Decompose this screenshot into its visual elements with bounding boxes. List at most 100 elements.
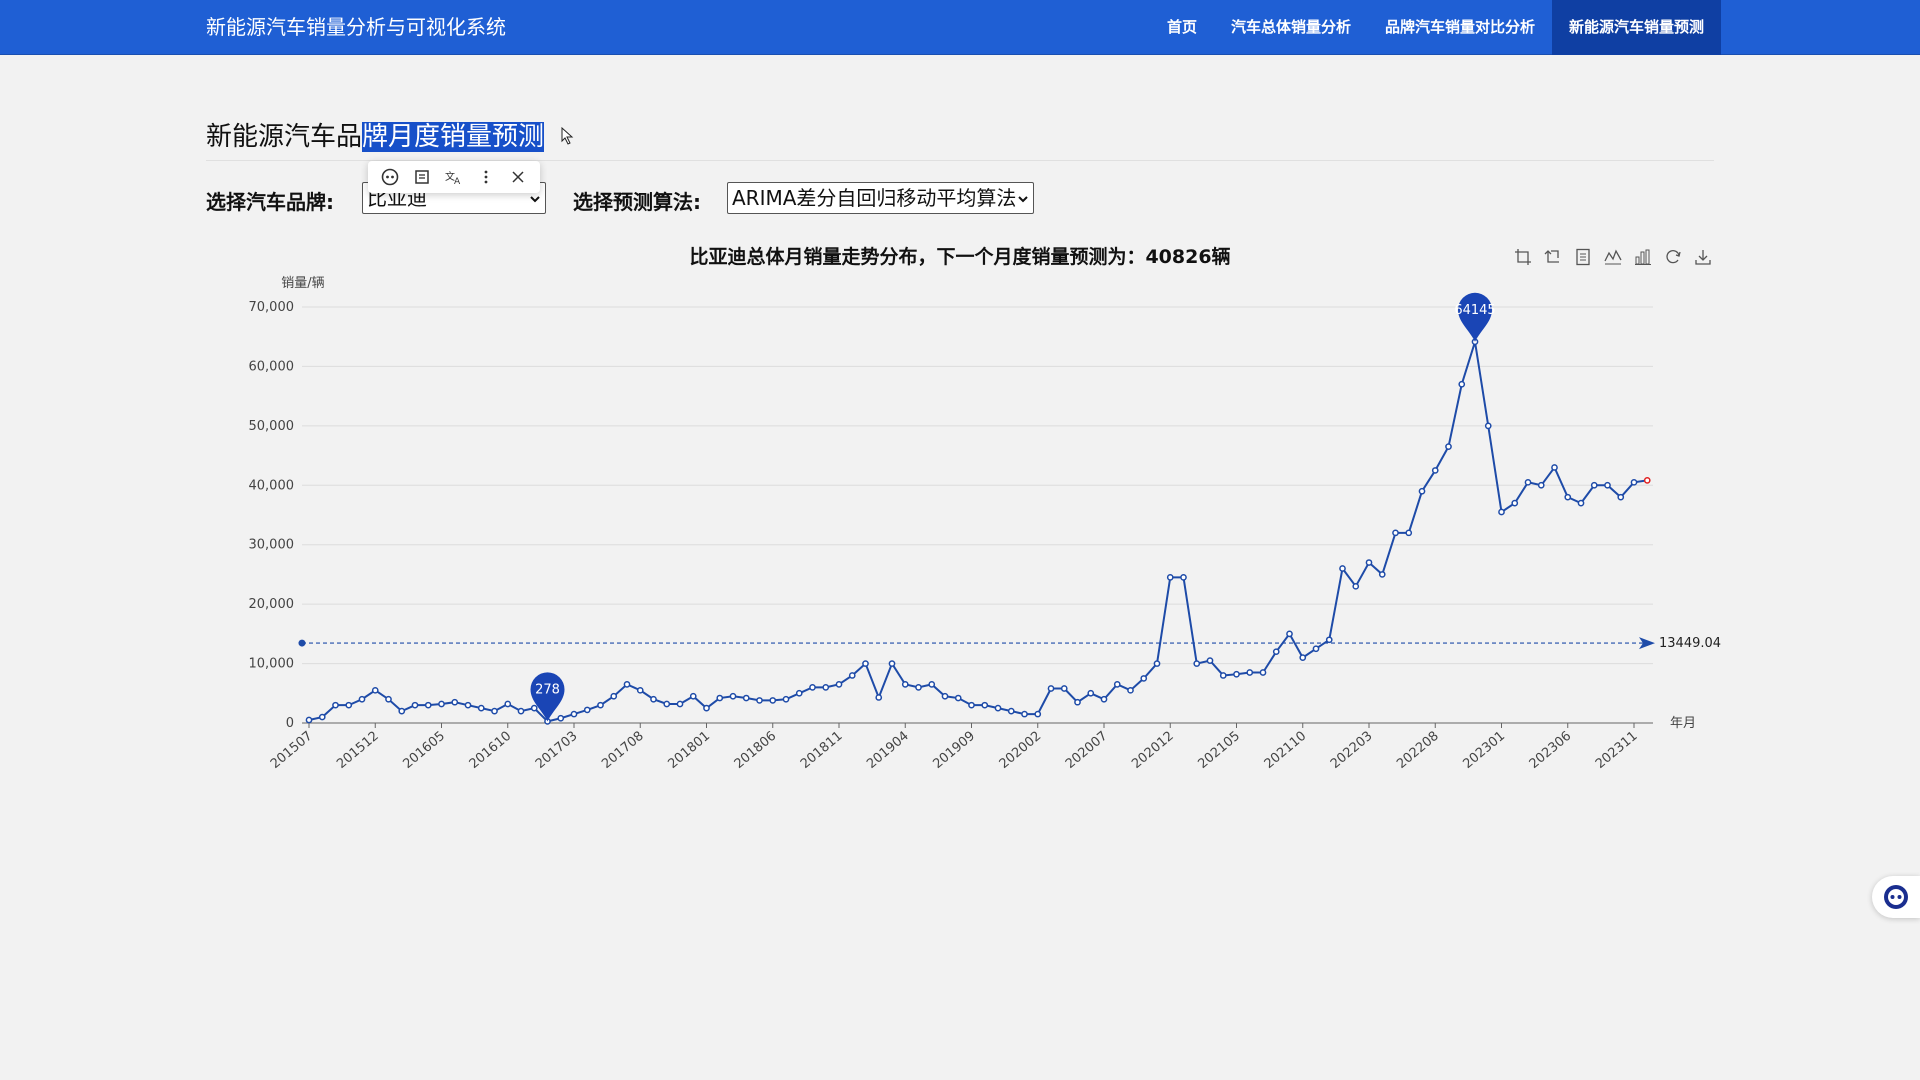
data-point[interactable] [1206,657,1214,664]
data-point[interactable] [318,713,326,721]
zoom-select-icon[interactable] [1512,246,1534,268]
forecast-point[interactable] [1643,477,1651,484]
data-point[interactable] [1405,529,1413,537]
floating-assistant-button[interactable] [1872,876,1920,918]
data-point[interactable] [1418,487,1426,495]
data-point[interactable] [1339,565,1346,572]
data-point[interactable] [1537,481,1545,489]
data-point[interactable] [1193,660,1201,667]
data-point[interactable] [570,710,578,718]
nav-item-brand-compare[interactable]: 品牌汽车销量对比分析 [1385,18,1536,36]
data-point[interactable] [438,700,445,708]
data-point[interactable] [1140,675,1148,682]
data-point[interactable] [835,681,843,688]
data-point[interactable] [954,694,962,702]
data-point[interactable] [385,695,392,703]
data-point[interactable] [729,692,737,700]
data-point[interactable] [597,701,604,709]
data-point[interactable] [411,701,419,709]
data-point[interactable] [862,660,869,667]
data-point[interactable] [504,700,512,708]
data-point[interactable] [583,706,591,714]
data-point[interactable] [1577,499,1585,507]
data-point[interactable] [1365,559,1373,566]
data-point[interactable] [1034,710,1042,718]
data-point[interactable] [371,686,379,694]
data-point[interactable] [1047,685,1055,692]
data-point[interactable] [491,707,498,715]
nav-item-forecast[interactable]: 新能源汽车销量预测 [1552,0,1722,55]
data-point[interactable] [1259,669,1267,676]
nav-item-home[interactable]: 首页 [1167,18,1198,36]
data-point[interactable] [1431,467,1439,474]
data-point[interactable] [1325,636,1333,644]
data-point[interactable] [1219,672,1227,679]
data-point[interactable] [822,683,830,691]
data-point[interactable] [1127,686,1134,694]
data-point[interactable] [623,681,631,688]
data-point[interactable] [782,695,790,703]
data-point[interactable] [305,716,313,724]
data-point[interactable] [742,694,750,702]
data-point[interactable] [1299,654,1307,661]
data-point[interactable] [756,697,763,704]
data-point[interactable] [1551,464,1558,471]
data-point[interactable] [1021,710,1028,718]
data-point[interactable] [1445,443,1452,451]
data-point[interactable] [1617,493,1625,501]
data-point[interactable] [901,681,909,688]
data-point[interactable] [928,681,936,688]
data-point[interactable] [994,704,1002,712]
max-value-pin[interactable]: 64145 [1454,292,1496,342]
data-point[interactable] [1484,422,1492,430]
data-point[interactable] [848,672,856,679]
data-point[interactable] [451,698,459,706]
data-point[interactable] [888,660,896,667]
min-value-pin[interactable]: 278 [530,672,565,722]
data-point[interactable] [424,701,432,709]
data-point[interactable] [358,695,366,703]
more-options-icon[interactable] [476,167,496,187]
data-point[interactable] [332,701,339,709]
data-point[interactable] [769,697,777,704]
data-point[interactable] [716,694,724,702]
zoom-reset-icon[interactable] [1542,246,1564,268]
data-point[interactable] [1524,478,1532,486]
close-icon[interactable] [508,167,528,187]
data-point[interactable] [689,692,697,700]
data-point[interactable] [1392,529,1399,537]
data-point[interactable] [477,704,485,712]
data-view-icon[interactable] [1572,246,1594,268]
data-point[interactable] [636,686,644,694]
data-point[interactable] [1498,508,1505,516]
data-point[interactable] [1564,493,1572,501]
data-point[interactable] [557,714,565,722]
data-point[interactable] [1352,582,1360,590]
data-point[interactable] [1590,481,1598,489]
line-chart-icon[interactable] [1602,246,1624,268]
data-point[interactable] [703,704,710,712]
data-point[interactable] [1604,481,1611,489]
bar-chart-icon[interactable] [1632,246,1654,268]
restore-icon[interactable] [1662,246,1684,268]
data-point[interactable] [663,700,671,708]
data-point[interactable] [809,683,816,691]
data-point[interactable] [1180,574,1187,581]
data-point[interactable] [610,692,618,700]
assistant-icon[interactable] [380,167,400,187]
data-point[interactable] [795,689,803,697]
data-point[interactable] [676,700,684,708]
app-brand[interactable]: 新能源汽车销量分析与可视化系统 [206,15,506,39]
data-point[interactable] [1312,645,1320,653]
data-point[interactable] [1087,689,1095,697]
data-point[interactable] [1007,707,1015,715]
download-icon[interactable] [1692,246,1714,268]
data-point[interactable] [530,704,538,712]
data-point[interactable] [464,701,472,709]
data-point[interactable] [398,707,406,715]
data-point[interactable] [1153,660,1161,667]
summary-icon[interactable] [412,167,432,187]
data-point[interactable] [1286,630,1293,638]
data-point[interactable] [1272,648,1280,656]
